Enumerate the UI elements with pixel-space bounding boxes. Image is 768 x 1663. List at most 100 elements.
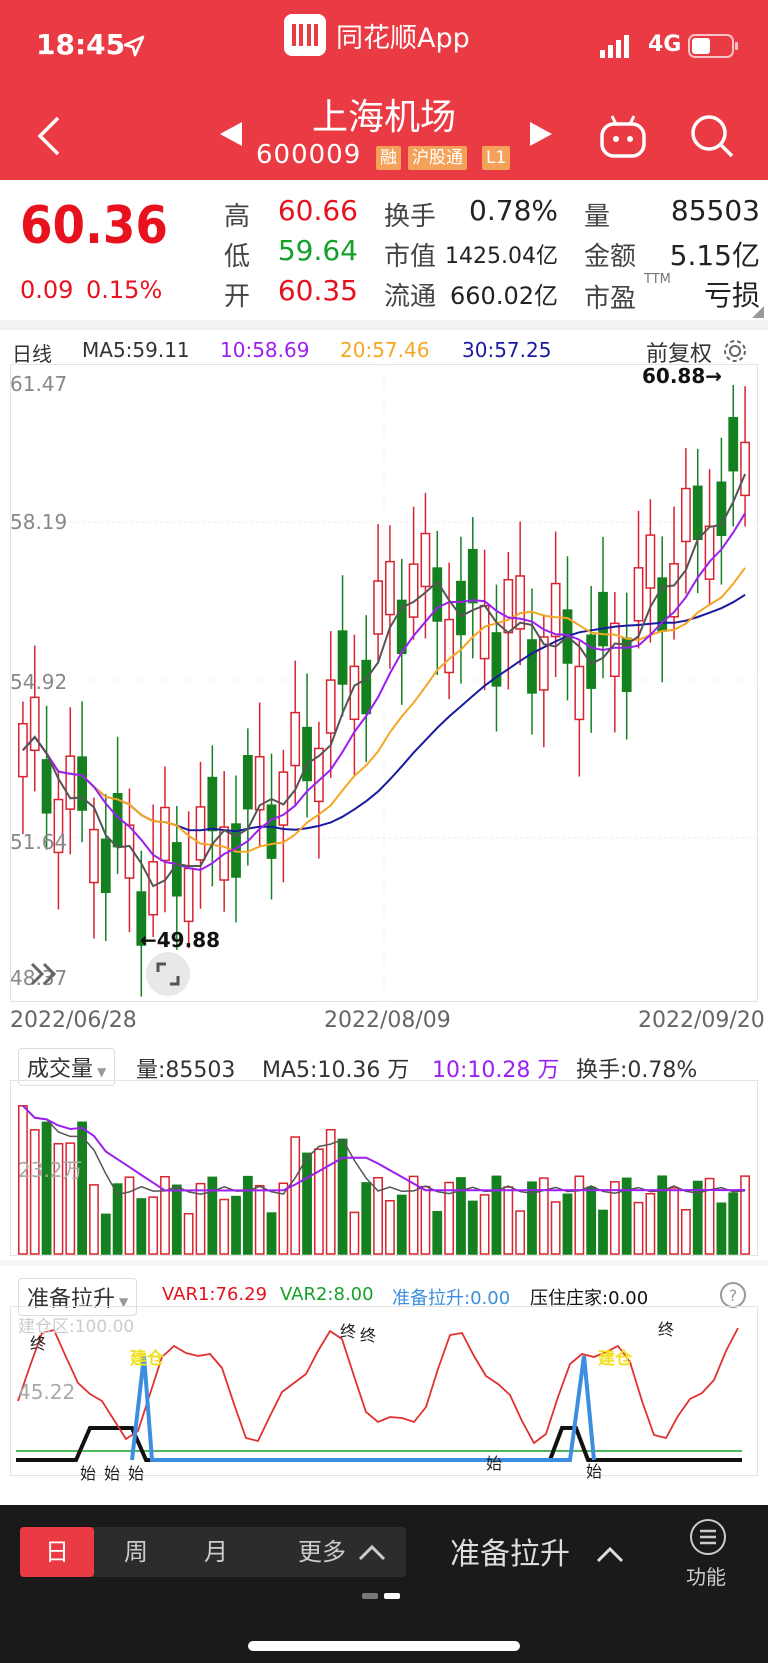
candle-body — [574, 665, 585, 721]
chevron-up-icon[interactable] — [596, 1545, 624, 1563]
fullscreen-icon[interactable] — [146, 952, 190, 996]
candle-body — [242, 754, 253, 810]
candle-body — [385, 560, 395, 616]
candle-body — [479, 604, 490, 660]
search-icon[interactable] — [688, 112, 736, 160]
volume-bar — [302, 1152, 312, 1255]
volume-value: 85503 — [670, 194, 760, 227]
volume-bar — [89, 1184, 99, 1255]
candle-body — [645, 534, 656, 589]
y-label-4: 51.64 — [10, 830, 68, 854]
volume-bar — [254, 1184, 265, 1255]
indicator-switch[interactable]: 准备拉升 — [450, 1537, 570, 1572]
volume-chart[interactable] — [10, 1080, 758, 1256]
candle-body — [148, 861, 159, 916]
volume-bar — [704, 1177, 715, 1255]
candle-body — [515, 575, 526, 630]
volume-selector[interactable]: 成交量 ▼ — [18, 1048, 116, 1086]
app-name: 同花顺App — [336, 22, 470, 54]
volume-bar — [313, 1148, 324, 1255]
high-marker: 60.88→ — [642, 364, 723, 388]
candle-body — [100, 838, 111, 894]
float-label: 流通 — [384, 282, 437, 312]
volume-bar — [112, 1183, 123, 1255]
volume-bar — [728, 1192, 739, 1255]
prep-line — [130, 1355, 596, 1462]
candle-body — [598, 591, 608, 647]
page-dot-active — [384, 1593, 400, 1599]
pe-label: 市盈 — [584, 284, 637, 314]
volume-bar — [444, 1181, 455, 1255]
end-marker-2: 终 — [340, 1322, 357, 1341]
volume-bar — [609, 1181, 620, 1255]
ma20-line — [22, 567, 746, 853]
candle-body — [254, 756, 265, 811]
candle-body — [550, 582, 561, 638]
mktcap-value: 1425.04亿 — [445, 244, 558, 269]
volume-bar — [408, 1175, 419, 1255]
volume-bar — [740, 1175, 750, 1255]
bottom-toolbar: 日 周 月 更多 准备拉升 功能 — [0, 1505, 768, 1663]
volume-bar — [160, 1175, 170, 1255]
menu-icon[interactable] — [688, 1517, 728, 1557]
period-more[interactable]: 更多 — [298, 1538, 346, 1566]
next-stock-icon[interactable] — [528, 120, 554, 148]
amount-value: 5.15亿 — [669, 239, 760, 272]
indicator-chart[interactable] — [10, 1306, 758, 1476]
status-app: 同花顺App — [284, 14, 470, 56]
volume-bar — [527, 1181, 537, 1255]
app-logo-icon — [284, 14, 326, 56]
volume-bar — [503, 1186, 514, 1255]
volume-bar — [385, 1199, 395, 1255]
location-arrow-icon — [123, 35, 145, 57]
press-legend: 压住庄家:0.00 — [530, 1288, 649, 1309]
double-chevron-icon[interactable] — [24, 954, 64, 994]
kline-chart[interactable] — [10, 364, 758, 1004]
candle-body — [633, 567, 644, 622]
candle-body — [183, 867, 194, 923]
pe-ttm: TTM — [644, 272, 671, 287]
candle-body — [621, 637, 632, 693]
back-icon[interactable] — [36, 116, 62, 156]
volume-value-legend: 量:85503 — [136, 1058, 236, 1083]
candle-body — [41, 759, 52, 814]
volume-bar — [77, 1121, 88, 1255]
volume-bar — [231, 1195, 241, 1255]
candle-body — [278, 771, 289, 826]
var1-legend: VAR1:76.29 — [162, 1284, 268, 1305]
battery-icon — [688, 34, 738, 58]
volume-bar — [124, 1176, 135, 1255]
adjust-mode[interactable]: 前复权 — [646, 342, 713, 367]
volume-y-label: 23.2万 — [18, 1158, 83, 1182]
candle-body — [680, 487, 691, 543]
amount-label: 金额 — [584, 242, 637, 272]
volume-bar — [562, 1193, 573, 1255]
build-marker-2: 建仓 — [598, 1349, 632, 1369]
volume-bar — [290, 1136, 301, 1255]
robot-icon[interactable] — [598, 112, 648, 160]
function-label[interactable]: 功能 — [686, 1565, 726, 1589]
pe-value: 亏损 — [703, 279, 760, 312]
date-mid: 2022/08/09 — [324, 1008, 451, 1033]
candle-body — [538, 636, 549, 691]
expand-corner-icon[interactable] — [752, 306, 764, 318]
volume-bar — [325, 1128, 336, 1255]
turnover-label: 换手 — [384, 202, 437, 232]
indicator-selector[interactable]: 准备拉升 ▼ — [18, 1278, 138, 1316]
period-month[interactable]: 月 — [204, 1538, 228, 1566]
chevron-up-icon[interactable] — [358, 1543, 386, 1561]
volume-ma10-line — [22, 1105, 746, 1192]
kline-period[interactable]: 日线 — [12, 342, 52, 366]
ma10-legend: 10:58.69 — [220, 338, 310, 362]
zone-label: 建仓区:100.00 — [18, 1317, 135, 1337]
period-day[interactable]: 日 — [20, 1527, 94, 1577]
y-label-2: 58.19 — [10, 510, 68, 534]
period-week[interactable]: 周 — [124, 1538, 148, 1566]
network-type: 4G — [648, 32, 682, 57]
settings-gear-icon[interactable] — [722, 338, 748, 364]
prep-legend: 准备拉升:0.00 — [392, 1288, 511, 1309]
volume-bar — [65, 1142, 76, 1255]
divider — [0, 1260, 768, 1266]
candle-body — [337, 630, 348, 685]
prev-stock-icon[interactable] — [218, 120, 244, 148]
